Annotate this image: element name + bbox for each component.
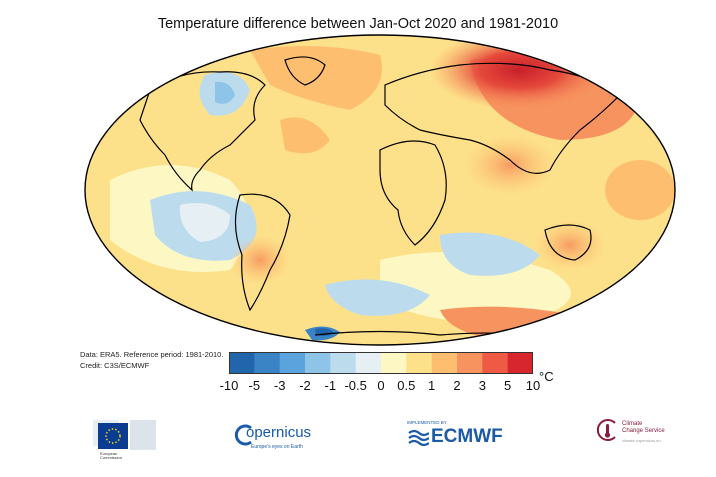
legend-swatch [254, 352, 281, 374]
legend-tick-label: -10 [219, 378, 239, 393]
ecmwf-wordmark: ECMWF [431, 426, 503, 447]
legend-swatch [330, 352, 357, 374]
legend-unit: °C [539, 369, 554, 384]
legend-tick-label: -3 [273, 378, 286, 393]
legend-border [229, 352, 533, 374]
globe-outline [84, 34, 676, 346]
legend-swatch [381, 352, 407, 374]
ecmwf-implemented-by: IMPLEMENTED BY [407, 420, 447, 425]
copernicus-wordmark: opernicus [246, 424, 312, 441]
c3s-url: climate.copernicus.eu [622, 438, 661, 443]
anomaly-field [85, 35, 675, 345]
legend-tick-label: 0 [377, 378, 385, 393]
legend-swatch [457, 352, 483, 374]
legend-swatch [279, 352, 306, 374]
c3s-name-line1: Climate [622, 421, 643, 427]
legend-tick-label: -5 [248, 378, 261, 393]
legend-tick-label: -0.5 [344, 378, 367, 393]
ecmwf-wave-icon [408, 429, 429, 447]
legend-swatch [406, 352, 433, 374]
legend-swatch [431, 352, 458, 374]
legend-tick-label: 0.5 [397, 378, 416, 393]
copernicus-tagline: Europe's eyes on Earth [251, 444, 303, 450]
legend-tick-label: 3 [478, 378, 486, 393]
legend-tick-label: 5 [504, 378, 512, 393]
world-temperature-anomaly-map [84, 34, 676, 346]
legend-swatch [507, 352, 533, 374]
copernicus-c-icon [234, 424, 252, 446]
legend-tick-label: 10 [525, 378, 541, 393]
coastlines [139, 56, 621, 339]
map-title: Temperature difference between Jan-Oct 2… [157, 16, 559, 32]
european-commission-logo: European Commission [93, 420, 156, 460]
data-source-note: Data: ERA5. Reference period: 1981-2010. [80, 350, 224, 359]
legend-tick-label: -1 [324, 378, 337, 393]
legend-tick-label: -2 [299, 378, 311, 393]
c3s-thermometer-icon [596, 419, 616, 441]
legend-swatch [305, 352, 331, 374]
legend-swatch [482, 352, 509, 374]
legend-swatch [229, 352, 255, 374]
color-legend-bar [229, 352, 533, 374]
legend-tick-label: 1 [428, 378, 436, 393]
ec-caption-2: Commission [100, 455, 122, 460]
legend-tick-label: 2 [453, 378, 461, 393]
c3s-name-line2: Change Service [622, 428, 665, 434]
ec-caption-1: European [100, 451, 117, 456]
legend-swatch [355, 352, 382, 374]
credit-note: Credit: C3S/ECMWF [80, 361, 150, 370]
